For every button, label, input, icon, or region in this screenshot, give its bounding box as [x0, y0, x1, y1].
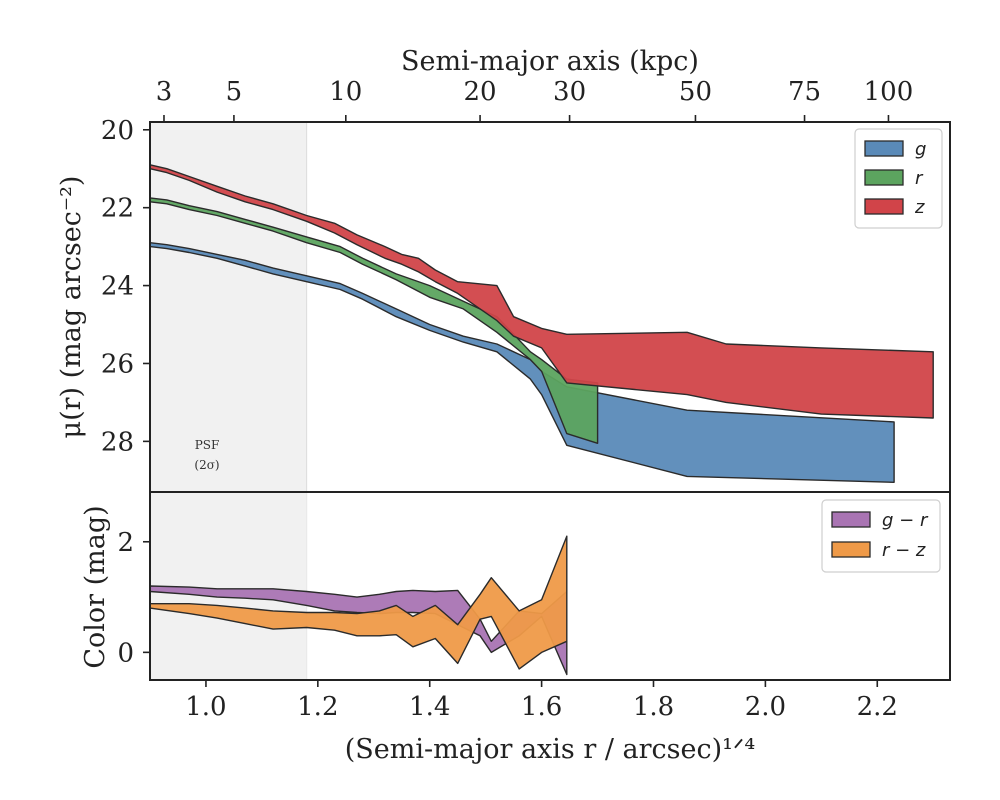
- color-band-0: [149, 585, 568, 676]
- xtick-label-3: 1.6: [521, 692, 562, 722]
- xtick-label-0: 1.0: [185, 692, 226, 722]
- y-axis-label-mu: μ(r) (mag arcsec⁻²): [56, 176, 87, 439]
- psf-shaded-region: [150, 122, 307, 492]
- sb-ytick-label-0: 20: [101, 116, 134, 146]
- kpc-tick-label-3: 20: [464, 77, 497, 107]
- xtick-label-6: 2.2: [857, 692, 898, 722]
- sb-band-2: [149, 164, 934, 419]
- sb-legend-label-2: z: [914, 197, 925, 218]
- sb-legend-swatch-1: [864, 169, 904, 186]
- kpc-tick-label-0: 3: [156, 77, 173, 107]
- xtick-label-5: 2.0: [745, 692, 786, 722]
- kpc-tick-label-4: 30: [553, 77, 586, 107]
- kpc-tick-label-5: 50: [679, 77, 712, 107]
- color-series: [149, 535, 568, 676]
- sb-legend-label-0: g: [915, 139, 926, 160]
- xtick-label-2: 1.4: [409, 692, 450, 722]
- psf-label-sigma: (2σ): [194, 458, 219, 472]
- psf-label: PSF: [195, 438, 220, 452]
- sb-band-0: [149, 242, 895, 483]
- sb-legend-label-1: r: [915, 168, 924, 189]
- surface-brightness-axes: 20 22 24 26 28 3 5 10 20 30 50 75 100: [101, 77, 951, 493]
- color-ytick-label-1: 2: [117, 528, 134, 558]
- surface-brightness-legend: grz: [854, 128, 943, 229]
- color-legend-label-1: r − z: [882, 540, 926, 561]
- surface-brightness-series: [149, 122, 934, 680]
- y-axis-label-color: Color (mag): [80, 505, 111, 668]
- color-panel: 0 2 1.0 1.2 1.4 1.6 1.8 2.0 2.2 g − r r − z (Semi…: [80, 491, 951, 765]
- color-legend-label-0: g − r: [882, 510, 929, 531]
- top-axis-label: Semi-major axis (kpc): [401, 46, 699, 77]
- xtick-label-1: 1.2: [297, 692, 338, 722]
- sb-ytick-label-4: 28: [101, 427, 134, 457]
- color-legend-swatch-0: [831, 511, 871, 528]
- sb-band-1: [149, 197, 599, 444]
- sb-legend-swatch-2: [864, 198, 904, 215]
- kpc-tick-label-7: 100: [864, 77, 914, 107]
- sb-legend-swatch-0: [864, 140, 904, 157]
- psf-shaded-region-color: [150, 492, 307, 680]
- kpc-tick-label-2: 10: [329, 77, 362, 107]
- color-legend-swatch-1: [831, 541, 871, 558]
- sb-ytick-label-1: 22: [101, 194, 134, 224]
- kpc-tick-label-1: 5: [226, 77, 243, 107]
- xtick-label-4: 1.8: [633, 692, 674, 722]
- color-ytick-label-0: 0: [117, 638, 134, 668]
- color-legend: g − r r − z: [821, 499, 941, 573]
- x-axis-label: (Semi-major axis r / arcsec)¹ᐟ⁴: [345, 734, 755, 765]
- sb-ytick-label-2: 24: [101, 272, 134, 302]
- kpc-tick-label-6: 75: [788, 77, 821, 107]
- color-band-1: [149, 535, 568, 670]
- color-axes: 0 2 1.0 1.2 1.4 1.6 1.8 2.0 2.2: [117, 491, 951, 722]
- bottom-panel-frame: [149, 491, 951, 681]
- sb-ytick-label-3: 26: [101, 349, 134, 379]
